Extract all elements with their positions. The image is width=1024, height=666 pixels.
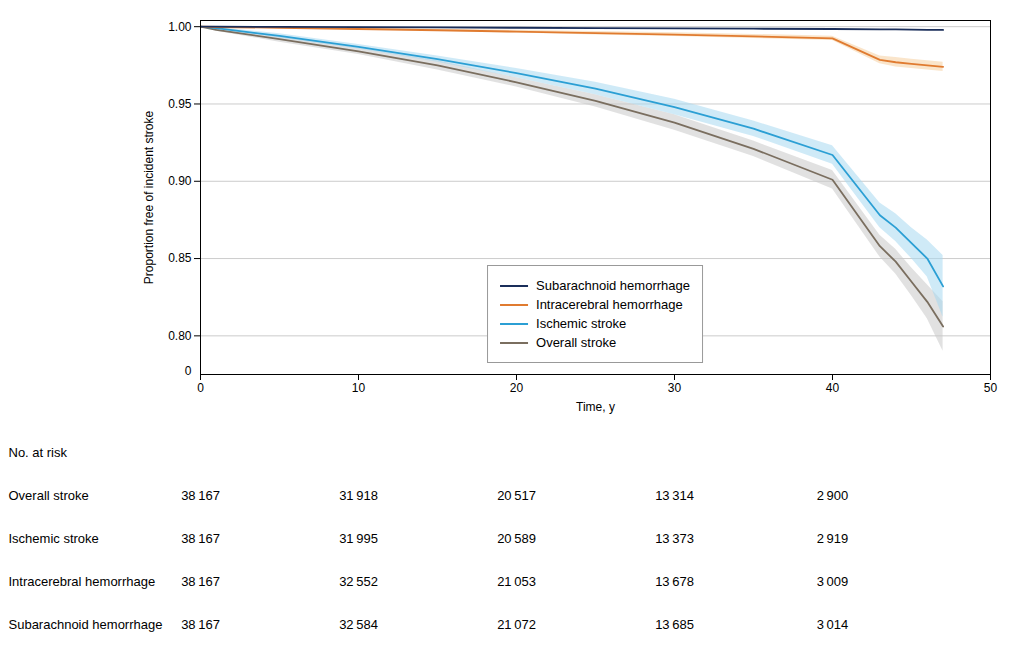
svg-text:2 919: 2 919 [817,531,849,546]
svg-text:21 053: 21 053 [497,574,536,589]
svg-text:31 918: 31 918 [339,488,378,503]
svg-text:50: 50 [984,381,998,395]
html-text:Intracerebral hemorrhage: Intracerebral hemorrhage [536,297,683,313]
svg-text:20: 20 [510,381,524,395]
svg-text:13 678: 13 678 [655,574,694,589]
svg-text:10: 10 [352,381,366,395]
svg-text:13 314: 13 314 [655,488,694,503]
svg-text:38 167: 38 167 [181,531,220,546]
svg-text:21 072: 21 072 [497,617,536,632]
svg-text:Overall stroke: Overall stroke [9,488,89,503]
svg-text:20 589: 20 589 [497,531,536,546]
html-text:Ischemic stroke: Ischemic stroke [536,316,627,332]
svg-text:31 995: 31 995 [339,531,378,546]
svg-text:13 685: 13 685 [655,617,694,632]
svg-text:32 584: 32 584 [339,617,378,632]
svg-text:13 373: 13 373 [655,531,694,546]
svg-text:No. at risk: No. at risk [9,445,68,460]
svg-text:20 517: 20 517 [497,488,536,503]
svg-text:Time, y: Time, y [576,400,615,414]
svg-text:1.00: 1.00 [168,20,192,34]
svg-text:3 014: 3 014 [817,617,849,632]
svg-text:0.95: 0.95 [168,97,192,111]
svg-text:Proportion free of incident st: Proportion free of incident stroke [142,110,156,284]
svg-text:Ischemic stroke: Ischemic stroke [9,531,99,546]
html-text:Subarachnoid hemorrhage: Subarachnoid hemorrhage [536,278,690,294]
svg-text:30: 30 [668,381,682,395]
svg-text:0: 0 [197,381,204,395]
svg-text:40: 40 [826,381,840,395]
svg-text:0.90: 0.90 [168,174,192,188]
svg-text:Intracerebral hemorrhage: Intracerebral hemorrhage [9,574,156,589]
svg-text:38 167: 38 167 [181,574,220,589]
svg-text:0: 0 [185,364,192,378]
svg-text:38 167: 38 167 [181,488,220,503]
svg-text:2 900: 2 900 [817,488,849,503]
svg-text:0.80: 0.80 [168,329,192,343]
svg-text:3 009: 3 009 [817,574,849,589]
svg-text:32 552: 32 552 [339,574,378,589]
html-text:Overall stroke: Overall stroke [536,335,617,351]
svg-text:0.85: 0.85 [168,251,192,265]
svg-text:38 167: 38 167 [181,617,220,632]
svg-text:Subarachnoid hemorrhage: Subarachnoid hemorrhage [9,617,163,632]
